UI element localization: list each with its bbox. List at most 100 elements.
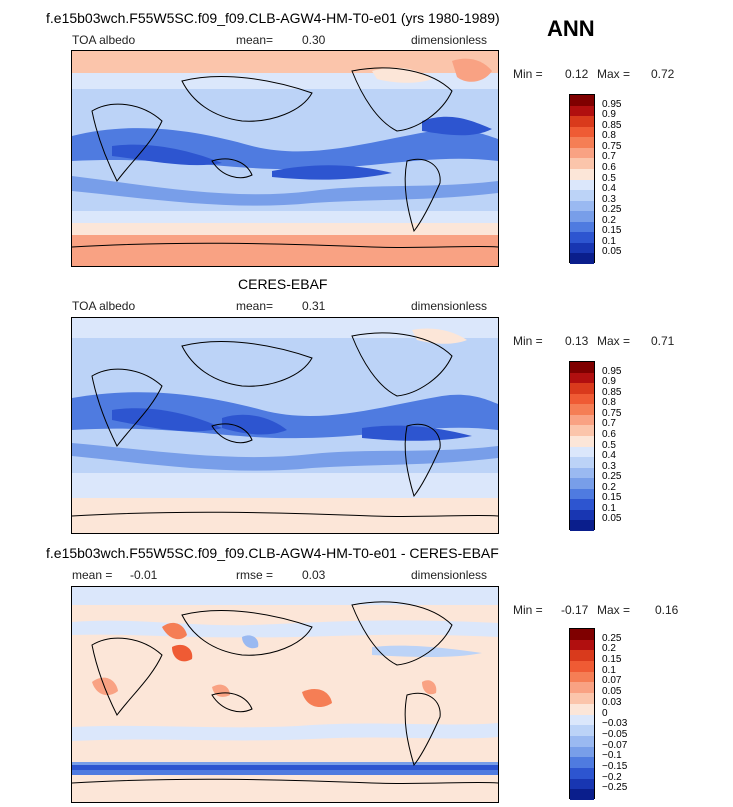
colorbar-level-label: 0.95 (602, 365, 622, 377)
colorbar-level-label: 0.3 (602, 193, 616, 205)
panel-3-units: dimensionless (411, 568, 488, 582)
colorbar-level-label: 0.9 (602, 376, 616, 388)
colorbar-swatch (570, 372, 594, 384)
panel-3-rmse-label: rmse = (236, 568, 274, 582)
panel-2-min-value: 0.13 (565, 334, 589, 348)
panel-2-max-label: Max = (597, 334, 631, 348)
panel-1-max-value: 0.72 (651, 67, 675, 81)
colorbar-swatch (570, 467, 594, 479)
colorbar-swatch (570, 404, 594, 415)
colorbar-swatch (570, 179, 594, 191)
colorbar-level-label: 0.15 (602, 654, 622, 666)
colorbar-swatch (570, 629, 594, 640)
colorbar-swatch (570, 509, 594, 521)
colorbar-level-label: 0.1 (602, 664, 616, 676)
colorbar-swatch (570, 671, 594, 683)
colorbar-swatch (570, 362, 594, 373)
panel-1-map (71, 50, 499, 267)
colorbar-level-label: 0.9 (602, 109, 616, 121)
colorbar-swatch (570, 639, 594, 651)
colorbar-level-label: 0.6 (602, 161, 616, 173)
colorbar-level-label: −0.15 (602, 760, 628, 772)
panel-2-variable: TOA albedo (72, 299, 136, 313)
colorbar-level-label: 0.95 (602, 98, 622, 110)
colorbar-swatch (570, 137, 594, 148)
colorbar-swatch (570, 126, 594, 138)
panel-1-title: f.e15b03wch.F55W5SC.f09_f09.CLB-AGW4-HM-… (46, 10, 500, 26)
colorbar-level-label: 0.85 (602, 119, 622, 131)
colorbar-level-label: 0.7 (602, 151, 616, 163)
panel-1-colorbar (569, 94, 595, 264)
colorbar-level-label: 0.25 (602, 632, 622, 644)
colorbar-level-label: 0.5 (602, 439, 616, 451)
colorbar-swatch (570, 746, 594, 758)
panel-2-max-value: 0.71 (651, 334, 675, 348)
colorbar-swatch (570, 661, 594, 672)
colorbar-swatch (570, 735, 594, 747)
colorbar-level-label: 0.05 (602, 686, 622, 698)
colorbar-swatch (570, 789, 594, 800)
colorbar-swatch (570, 200, 594, 212)
colorbar-level-label: −0.25 (602, 782, 628, 794)
colorbar-swatch (570, 414, 594, 426)
colorbar-level-label: −0.1 (602, 750, 622, 762)
colorbar-swatch (570, 488, 594, 500)
colorbar-level-label: −0.2 (602, 771, 622, 783)
panel-2-units: dimensionless (411, 299, 488, 313)
colorbar-level-label: 0.15 (602, 492, 622, 504)
colorbar-level-label: −0.03 (602, 718, 628, 730)
colorbar-level-label: 0.75 (602, 407, 622, 419)
colorbar-level-label: 0.8 (602, 397, 616, 409)
colorbar-swatch (570, 778, 594, 790)
colorbar-swatch (570, 168, 594, 180)
colorbar-level-label: 0.85 (602, 386, 622, 398)
colorbar-level-label: 0 (602, 707, 608, 719)
panel-2-title: CERES-EBAF (238, 276, 328, 292)
colorbar-level-label: 0.03 (602, 696, 622, 708)
panel-1-max-label: Max = (597, 67, 631, 81)
colorbar-swatch (570, 221, 594, 233)
colorbar-level-label: 0.4 (602, 450, 616, 462)
panel-2-colorbar (569, 361, 595, 531)
colorbar-swatch (570, 211, 594, 222)
panel-2-min-label: Min = (513, 334, 543, 348)
panel-3-min-label: Min = (513, 603, 543, 617)
colorbar-swatch (570, 725, 594, 736)
colorbar-swatch (570, 757, 594, 768)
colorbar-swatch (570, 703, 594, 715)
colorbar-swatch (570, 682, 594, 694)
panel-1-units: dimensionless (411, 33, 488, 47)
panel-1-mean-value: 0.30 (302, 33, 326, 47)
colorbar-swatch (570, 147, 594, 159)
panel-2-map (71, 317, 499, 534)
colorbar-swatch (570, 242, 594, 254)
colorbar-level-label: 0.25 (602, 204, 622, 216)
colorbar-swatch (570, 425, 594, 436)
colorbar-level-label: −0.05 (602, 728, 628, 740)
panel-3-max-value: 0.16 (655, 603, 679, 617)
colorbar-level-label: 0.2 (602, 214, 616, 226)
panel-3-mean-label: mean = (72, 568, 113, 582)
panel-3-mean-value: -0.01 (130, 568, 158, 582)
panel-1-min-value: 0.12 (565, 67, 589, 81)
colorbar-level-label: 0.7 (602, 418, 616, 430)
colorbar-level-label: 0.8 (602, 130, 616, 142)
colorbar-swatch (570, 435, 594, 447)
colorbar-swatch (570, 767, 594, 779)
colorbar-swatch (570, 383, 594, 394)
panel-3-colorbar (569, 628, 595, 800)
colorbar-swatch (570, 457, 594, 468)
colorbar-level-label: 0.5 (602, 172, 616, 184)
colorbar-swatch (570, 190, 594, 201)
panel-3-map (71, 586, 499, 803)
colorbar-swatch (570, 158, 594, 169)
season-label: ANN (547, 16, 595, 41)
panel-1-mean-label: mean= (236, 33, 274, 47)
colorbar-swatch (570, 116, 594, 127)
colorbar-swatch (570, 650, 594, 662)
colorbar-level-label: 0.3 (602, 460, 616, 472)
colorbar-level-label: 0.75 (602, 140, 622, 152)
colorbar-level-label: 0.07 (602, 675, 622, 687)
colorbar-swatch (570, 393, 594, 405)
colorbar-swatch (570, 253, 594, 264)
